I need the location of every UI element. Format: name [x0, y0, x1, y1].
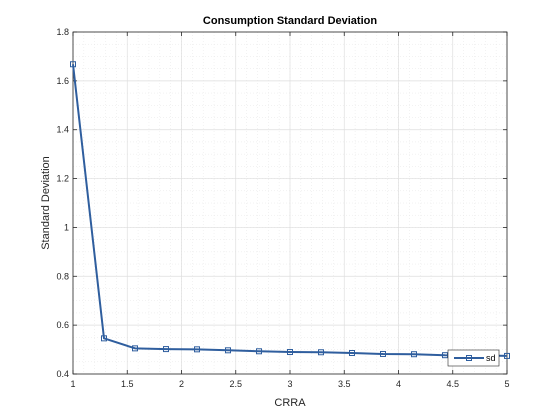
data-point	[287, 349, 293, 356]
x-tick-label: 5	[504, 379, 509, 389]
y-tick-label: 1.8	[56, 27, 69, 37]
y-axis-label: Standard Deviation	[40, 156, 52, 250]
data-point	[131, 345, 138, 352]
data-point	[162, 346, 169, 353]
y-tick-label: 0.8	[56, 271, 69, 281]
y-tick-label: 1.6	[56, 76, 69, 86]
data-point	[348, 349, 355, 356]
y-tick-label: 0.4	[56, 369, 69, 379]
x-tick-label: 3.5	[338, 379, 351, 389]
y-tick-label: 1.2	[56, 174, 69, 184]
x-axis-label: CRRA	[274, 397, 306, 409]
x-tick-label: 2.5	[229, 379, 242, 389]
y-tick-label: 1.4	[56, 125, 69, 135]
data-point	[504, 352, 510, 359]
x-tick-label: 1	[70, 379, 75, 389]
x-tick-label: 4	[396, 379, 401, 389]
data-point	[411, 351, 418, 358]
data-point	[442, 352, 449, 359]
data-point	[225, 347, 232, 354]
legend: sd	[447, 349, 500, 367]
x-tick-label: 2	[179, 379, 184, 389]
x-tick-label: 3	[287, 379, 292, 389]
data-point	[256, 348, 263, 355]
legend-marker	[466, 355, 472, 361]
data-point	[194, 346, 201, 353]
legend-label: sd	[486, 353, 496, 363]
data-point	[100, 335, 107, 342]
chart-title: Consumption Standard Deviation	[203, 15, 377, 27]
y-tick-label: 0.6	[56, 320, 69, 330]
data-point	[379, 350, 386, 357]
plot-area: 1 1.5 2 2.5 3 3.5 4 4.5 5 0.4 0.6 0.8 1 1.2 1.4 1.6 1.8	[56, 27, 510, 389]
data-point	[317, 349, 324, 356]
x-tick-label: 1.5	[121, 379, 134, 389]
x-tick-label: 4.5	[446, 379, 459, 389]
data-point	[70, 61, 76, 68]
series-line	[72, 64, 508, 357]
y-tick-label: 1	[64, 222, 69, 232]
